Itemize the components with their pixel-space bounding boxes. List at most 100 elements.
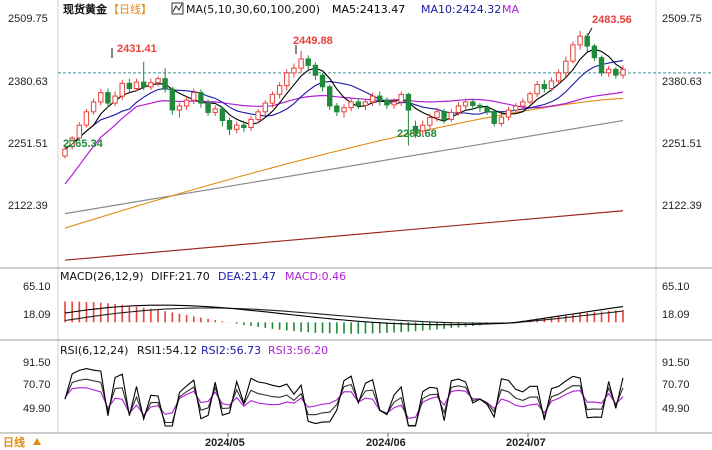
candle	[434, 107, 440, 122]
rsi3-label: RSI3:56.20	[268, 344, 328, 357]
macd-title: MACD(26,12,9)	[60, 270, 144, 283]
candle-body	[226, 120, 233, 130]
candle-body	[119, 82, 125, 97]
rsi-tick-right-1: 91.50	[662, 357, 690, 369]
candle	[148, 78, 154, 90]
candle-body	[577, 35, 583, 46]
date-tick-june: 2024/06	[366, 437, 406, 449]
candle-body	[98, 92, 104, 103]
candle	[606, 65, 612, 77]
candle-body	[620, 68, 626, 76]
rsi2-label: RSI2:56.73	[201, 344, 261, 357]
candle-body	[169, 88, 176, 111]
candle-body	[527, 93, 533, 103]
candle-body	[434, 111, 440, 119]
candle-body	[441, 111, 447, 120]
candle-body	[534, 84, 540, 95]
period-switch[interactable]: 日线	[3, 435, 41, 449]
candle	[584, 33, 590, 52]
candle	[477, 103, 483, 112]
macd-tick-right-1: 65.10	[662, 281, 690, 293]
candle-body	[298, 58, 304, 69]
date-tick-july: 2024/07	[506, 437, 546, 449]
candle	[112, 91, 118, 106]
candle	[198, 89, 204, 108]
macd-tick-left-1: 65.10	[23, 281, 51, 293]
candle-body	[162, 78, 168, 90]
annotation-low-2: 2286.68	[397, 128, 437, 140]
candle	[427, 113, 433, 130]
ma100-line	[64, 119, 624, 215]
candle-body	[498, 116, 505, 124]
macd-diff-label: DIFF:21.70	[151, 270, 210, 283]
candle	[405, 92, 412, 146]
candle	[191, 88, 197, 105]
rsi2-line	[64, 378, 624, 427]
ma10-line	[64, 60, 624, 150]
candle-body	[62, 148, 68, 157]
candle	[284, 69, 290, 91]
ma-params-label: MA(5,10,30,60,100,200)	[186, 3, 320, 16]
candle-body	[126, 82, 133, 90]
price-annotations: 2431.41 2449.88 2483.56 2265.34 2286.68	[63, 14, 632, 150]
candle	[348, 98, 354, 112]
moving-average-lines	[64, 48, 624, 261]
macd-tick-right-2: 18.09	[662, 309, 690, 321]
candle-body	[555, 72, 562, 82]
candle	[448, 108, 455, 122]
candle	[269, 91, 276, 108]
candle	[141, 61, 147, 91]
ma-more-label: MA	[502, 3, 519, 16]
candle-body	[584, 35, 590, 47]
candle-body	[76, 124, 82, 139]
ma10-label: MA10:2424.32	[421, 3, 501, 16]
candle-body	[69, 137, 75, 148]
macd-axis: 65.10 18.09 65.10 18.09	[23, 281, 690, 321]
candle-body	[234, 124, 240, 130]
candle-body	[448, 111, 455, 120]
rsi1-label: RSI1:54.12	[137, 344, 197, 357]
candle	[105, 88, 111, 108]
ma200-line	[64, 210, 624, 261]
candle-body	[276, 85, 283, 95]
candle-body	[484, 107, 490, 113]
candle	[513, 103, 519, 114]
candle-body	[405, 93, 412, 111]
candle-body	[455, 105, 462, 113]
candle	[334, 103, 340, 116]
rsi-title: RSI(6,12,24)	[60, 344, 128, 357]
candle-body	[491, 111, 497, 124]
candle	[83, 108, 90, 128]
candle-body	[541, 84, 547, 90]
candle	[455, 101, 462, 116]
candle-body	[105, 92, 111, 104]
candle-body	[133, 81, 140, 89]
rsi-tick-left-3: 49.90	[23, 403, 51, 415]
candle-body	[90, 101, 97, 113]
candle	[484, 105, 490, 115]
candle-body	[591, 45, 598, 59]
candle	[613, 67, 619, 79]
period-tag: 【日线】	[108, 2, 152, 16]
price-tick-right-3: 2251.51	[662, 138, 702, 150]
candle-body	[219, 108, 226, 122]
dea-line	[64, 307, 624, 324]
candle-body	[327, 86, 333, 107]
candle-body	[205, 102, 211, 113]
main-header: 现货黄金 【日线】 MA(5,10,30,60,100,200) MA5:241…	[63, 2, 519, 16]
candle	[90, 98, 97, 115]
candle	[205, 99, 211, 116]
candle	[255, 108, 261, 124]
candle-body	[377, 95, 383, 101]
candle	[591, 43, 598, 62]
candle	[234, 121, 240, 134]
candle-body	[269, 93, 276, 104]
candle	[527, 91, 533, 105]
candle-body	[505, 109, 512, 118]
macd-tick-left-2: 18.09	[23, 309, 51, 321]
candle	[470, 99, 476, 111]
candle-body	[248, 118, 254, 129]
ma-settings-icon[interactable]	[171, 2, 184, 15]
period-dropdown-icon[interactable]	[33, 438, 41, 445]
